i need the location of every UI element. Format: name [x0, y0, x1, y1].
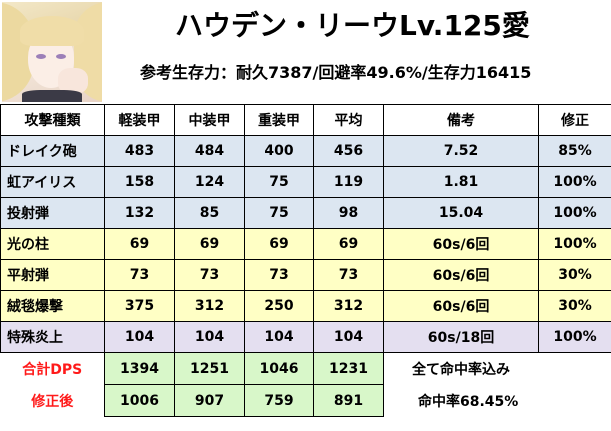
attack-type-cell: 光の柱: [0, 228, 105, 260]
summary-value: 1231: [313, 352, 384, 385]
table-cell: 75: [244, 166, 314, 198]
summary-label: 合計DPS: [0, 352, 105, 385]
table-row: 特殊炎上 104 104 104 104 60s/18回 100%: [0, 321, 611, 353]
column-header: 中装甲: [174, 104, 245, 136]
table-cell: 104: [244, 321, 314, 353]
table-cell: 484: [174, 135, 245, 167]
table-row: 光の柱 69 69 69 69 60s/6回 100%: [0, 228, 611, 260]
table-cell: 400: [244, 135, 314, 167]
table-cell: 69: [313, 228, 384, 260]
table-cell: 73: [174, 259, 245, 291]
summary-value: 1251: [174, 352, 245, 385]
table-cell: 100%: [538, 197, 611, 229]
table-cell: 69: [104, 228, 175, 260]
table-row: 投射弾 132 85 75 98 15.04 100%: [0, 197, 611, 229]
table-cell: 483: [104, 135, 175, 167]
attack-type-cell: 平射弾: [0, 259, 105, 291]
header: ハウデン・リーウLv.125愛 参考生存力：耐久7387/回避率49.6%/生存…: [0, 0, 611, 104]
table-row: 虹アイリス 158 124 75 119 1.81 100%: [0, 166, 611, 198]
table-cell: 100%: [538, 166, 611, 198]
table-cell: 250: [244, 290, 314, 322]
table-cell: 73: [313, 259, 384, 291]
summary-value: 891: [313, 384, 384, 417]
attack-type-cell: 特殊炎上: [0, 321, 105, 353]
table-cell: 15.04: [383, 197, 539, 229]
table-cell: 100%: [538, 321, 611, 353]
table-cell: 119: [313, 166, 384, 198]
table-cell: 69: [174, 228, 245, 260]
table-cell: 73: [104, 259, 175, 291]
character-portrait: [2, 2, 102, 102]
summary-row-total-dps: 合計DPS 1394 1251 1046 1231 全て命中率込み: [0, 352, 611, 385]
column-header: 攻撃種類: [0, 104, 105, 136]
table-cell: 69: [244, 228, 314, 260]
table-cell: 132: [104, 197, 175, 229]
summary-label: 修正後: [0, 384, 105, 417]
table-cell: 30%: [538, 290, 611, 322]
attack-type-cell: 投射弾: [0, 197, 105, 229]
table-cell: 104: [313, 321, 384, 353]
table-cell: 375: [104, 290, 175, 322]
table-cell: 85: [174, 197, 245, 229]
table-cell: 60s/6回: [383, 259, 539, 291]
table-cell: 73: [244, 259, 314, 291]
survival-stats: 参考生存力：耐久7387/回避率49.6%/生存力16415: [140, 63, 532, 82]
summary-note: 全て命中率込み: [383, 352, 611, 385]
table-cell: 104: [174, 321, 245, 353]
table-row: 平射弾 73 73 73 73 60s/6回 30%: [0, 259, 611, 291]
table-cell: 158: [104, 166, 175, 198]
table-cell: 100%: [538, 228, 611, 260]
summary-note: 命中率68.45%: [383, 384, 611, 417]
table-cell: 7.52: [383, 135, 539, 167]
table-row: ドレイク砲 483 484 400 456 7.52 85%: [0, 135, 611, 167]
table-header-row: 攻撃種類 軽装甲 中装甲 重装甲 平均 備考 修正: [0, 104, 611, 136]
summary-value: 1394: [104, 352, 175, 385]
column-header: 備考: [383, 104, 539, 136]
table-cell: 30%: [538, 259, 611, 291]
table-cell: 104: [104, 321, 175, 353]
table-row: 絨毯爆撃 375 312 250 312 60s/6回 30%: [0, 290, 611, 322]
table-cell: 60s/6回: [383, 290, 539, 322]
column-header: 軽装甲: [104, 104, 175, 136]
table-cell: 85%: [538, 135, 611, 167]
table-cell: 312: [313, 290, 384, 322]
summary-value: 759: [244, 384, 314, 417]
table-cell: 60s/18回: [383, 321, 539, 353]
table-cell: 98: [313, 197, 384, 229]
column-header: 修正: [538, 104, 611, 136]
table-cell: 456: [313, 135, 384, 167]
table-cell: 312: [174, 290, 245, 322]
table-cell: 1.81: [383, 166, 539, 198]
table-cell: 60s/6回: [383, 228, 539, 260]
attack-type-cell: ドレイク砲: [0, 135, 105, 167]
table-cell: 124: [174, 166, 245, 198]
summary-value: 907: [174, 384, 245, 417]
column-header: 重装甲: [244, 104, 314, 136]
table-cell: 75: [244, 197, 314, 229]
summary-value: 1046: [244, 352, 314, 385]
page-title: ハウデン・リーウLv.125愛: [175, 9, 530, 42]
attack-type-cell: 虹アイリス: [0, 166, 105, 198]
column-header: 平均: [313, 104, 384, 136]
summary-value: 1006: [104, 384, 175, 417]
attack-type-cell: 絨毯爆撃: [0, 290, 105, 322]
summary-row-corrected: 修正後 1006 907 759 891 命中率68.45%: [0, 384, 611, 417]
damage-table: 攻撃種類 軽装甲 中装甲 重装甲 平均 備考 修正 ドレイク砲 483 484 …: [0, 104, 611, 417]
